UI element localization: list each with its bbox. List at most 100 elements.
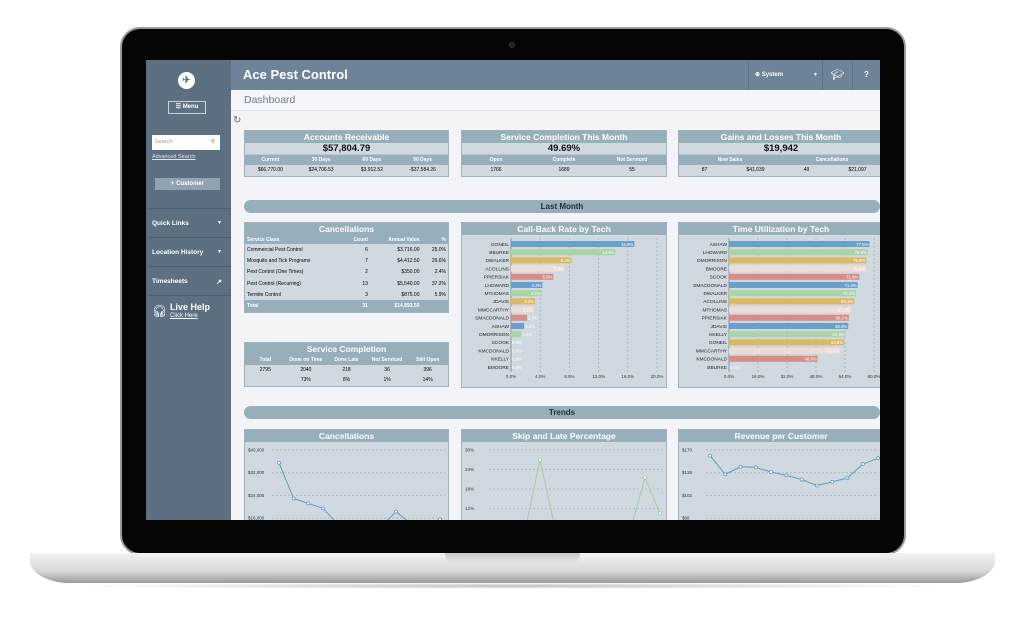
category-label: BMOORE (706, 266, 727, 272)
bar-value-label: 69.1% (841, 299, 853, 304)
cell: 7 (365, 257, 368, 264)
bar (729, 241, 870, 247)
gains-losses-card: Gains and Losses This Month $19,942 New … (678, 130, 880, 177)
col-header: Annual Value (369, 235, 422, 244)
revenue-per-customer-chart: Revenue per Customer $170 $136 $102 $68 (678, 429, 880, 520)
bar-value-label: 0.0% (512, 357, 522, 362)
bar-value-label: 0.0% (512, 340, 522, 345)
bar (729, 331, 846, 338)
bar (729, 355, 818, 362)
refresh-icon[interactable]: ↻ (233, 115, 242, 126)
data-point (321, 506, 325, 511)
bar (511, 314, 528, 321)
search-input[interactable]: Search ⚲ (152, 135, 220, 150)
cell: $3,912.52 (360, 167, 383, 173)
cell: 6 (365, 246, 368, 253)
x-tick-label: 12.0% (592, 374, 605, 379)
data-point (438, 517, 442, 520)
ar-total: $57,804.79 (245, 143, 448, 155)
col-header: Done on Time (289, 357, 323, 363)
bar (511, 290, 542, 297)
sidebar-item-location-history[interactable]: Location History ▼ (152, 249, 224, 256)
live-help-link[interactable]: Click Here (170, 313, 198, 319)
graduation-cap-icon[interactable]: 🎓︎ (822, 60, 852, 90)
x-tick-label: 16.0% (621, 374, 634, 379)
bar-value-label: 3.1% (523, 307, 533, 312)
revenue-per-customer-plot: $170 $136 $102 $68 (682, 448, 880, 520)
cell: $41,039 (746, 167, 765, 173)
chart-title: Cancellations (245, 430, 448, 442)
bar-value-label: 14.3% (602, 250, 614, 255)
card-title: Service Completion (245, 343, 448, 355)
data-point (394, 509, 398, 514)
col-header: Not Serviced (616, 157, 648, 163)
x-tick-label: 80.0% (868, 374, 880, 379)
cell: $875.00 (401, 291, 420, 298)
bar (729, 249, 868, 256)
cell: 2795 (259, 367, 271, 373)
cell: 2.4% (434, 269, 446, 276)
y-tick-label: $102 (682, 493, 693, 498)
y-tick-label: $40,000 (248, 448, 265, 453)
bar-value-label: 67.2% (838, 307, 850, 312)
y-tick-label: 18% (465, 487, 474, 492)
bar (729, 265, 867, 272)
sidebar-item-quick-links[interactable]: Quick Links ▼ (152, 220, 224, 227)
x-tick-label: 48.0% (810, 374, 823, 379)
bar-value-label: 48.9% (804, 357, 816, 362)
user-menu[interactable]: ⊕ System ▼ (748, 60, 822, 90)
data-point (306, 501, 311, 506)
card-title: Accounts Receivable (245, 131, 448, 143)
add-customer-button[interactable]: + Customer (155, 178, 220, 190)
callback-rate-plot: 0.0% 4.0% 8.0% 12.0% 16.0% 20.0% GONEIL 16.9% BB… (475, 238, 663, 379)
cell: 2 (365, 269, 368, 276)
cancellations-table-card: Cancellations Service Class Count Annual V… (244, 222, 449, 313)
data-point (799, 477, 804, 482)
category-label: ACOLLINS (703, 299, 727, 305)
y-tick-label: $170 (682, 448, 693, 453)
bar (511, 273, 554, 280)
help-button[interactable]: ? (852, 60, 880, 90)
category-label: SMACDONALD (475, 316, 509, 322)
cancellations-table: Service Class Count Annual Value% Commerci… (245, 235, 448, 312)
bar-value-label: 16.9% (621, 242, 633, 247)
camera (509, 42, 515, 48)
bar-value-label: 0.0% (512, 348, 522, 353)
cell: 218 (342, 367, 351, 373)
y-tick-label: $16,000 (248, 516, 265, 520)
cell: $24,706.53 (308, 167, 334, 173)
cell: Commercial Pest Control (247, 246, 303, 253)
sidebar-item-timesheets[interactable]: Timesheets ↗ (152, 278, 224, 286)
laptop-notch (445, 553, 580, 564)
cell: 1766 (490, 167, 502, 173)
sidebar-item-label: Location History (152, 249, 204, 256)
skip-late-chart: Skip and Late Percentage 30% 24% 18% 12% (461, 429, 667, 520)
bar (511, 282, 543, 288)
gains-total: $19,942 (679, 143, 880, 155)
callback-rate-chart: Call-Back Rate by Tech 0.0% 4.0% 8.0% 12.0%… (461, 222, 667, 388)
search-icon[interactable]: ⚲ (210, 139, 215, 145)
bar (729, 347, 841, 354)
logo-icon[interactable]: ✈ (178, 72, 195, 89)
cancellations-trend-chart: Cancellations $40,000 $32,000 $24,000 $16,0… (244, 429, 449, 520)
divider (146, 266, 231, 267)
table-row: Commercial Pest Control 6 $3,716.00 25.0% (245, 244, 448, 255)
service-completion-card: Service Completion Total Done on Time Done… (244, 342, 449, 387)
bar-value-label: 61.4% (827, 348, 839, 353)
data-point (830, 480, 835, 484)
bar-value-label: 5.8% (543, 275, 553, 280)
col-header: 90 Days (413, 157, 433, 163)
cell: 2040 (300, 367, 312, 373)
bar-value-label: 75.8% (853, 258, 865, 263)
cell: 36 (384, 367, 390, 373)
advanced-search-link[interactable]: Advanced Search (152, 154, 196, 160)
card-title: Service Completion This Month (462, 131, 666, 143)
menu-button[interactable]: ☰ Menu (168, 101, 206, 114)
cell (245, 375, 286, 385)
data-point (291, 496, 296, 501)
col-header: Total (259, 357, 272, 363)
laptop-shadow (60, 583, 965, 589)
category-label: KMCDONALD (478, 348, 509, 354)
col-header: New Sales (717, 157, 743, 163)
data-point (708, 453, 712, 458)
